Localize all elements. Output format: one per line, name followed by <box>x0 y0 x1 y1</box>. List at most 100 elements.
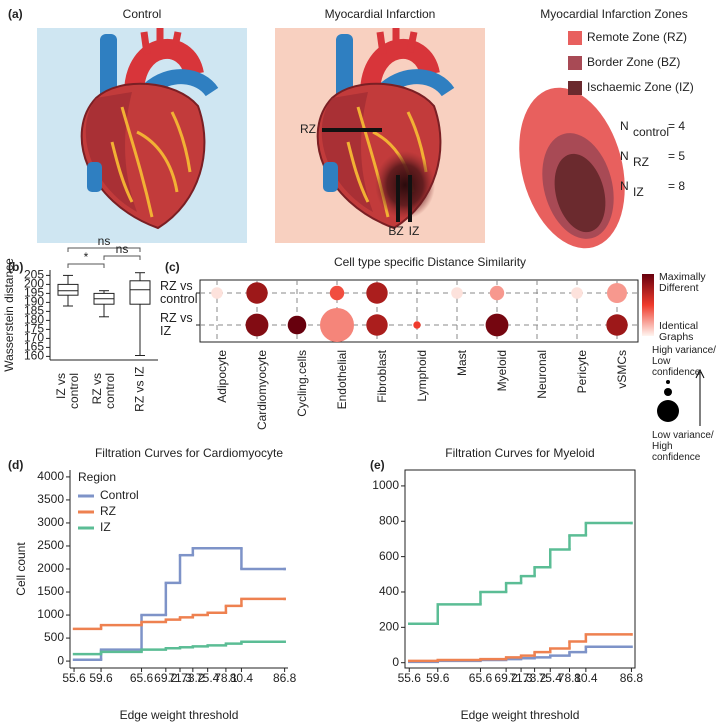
panel-label: (a) <box>8 7 23 21</box>
x-tick-label: Mast <box>455 349 469 376</box>
x-axis-label: Edge weight threshold <box>120 708 239 722</box>
x-tick-label: Endothelial <box>335 350 349 409</box>
panel-label: (c) <box>165 260 180 274</box>
y-axis-label: Wasserstein distance <box>2 258 16 372</box>
ischaemic-zone <box>554 153 606 233</box>
bubble <box>287 315 307 335</box>
x-tick-label: 65.6 <box>469 671 493 685</box>
x-tick-label: 69.2 <box>154 671 178 685</box>
x-tick-label: RZ vs control <box>90 373 117 410</box>
significance-label: ns <box>116 242 129 256</box>
x-tick-label: 78.1 <box>214 671 238 685</box>
x-tick-label: Cycling.cells <box>295 350 309 417</box>
panel-label: (b) <box>8 260 23 274</box>
size-legend-dot <box>664 388 672 396</box>
significance-label: * <box>84 250 89 264</box>
zone-swatch <box>568 31 582 45</box>
x-tick-label: 86.8 <box>620 671 644 685</box>
x-tick-label: Adipocyte <box>215 350 229 403</box>
zone-name: Border Zone (BZ) <box>587 55 680 69</box>
count-subscript: RZ <box>633 155 649 169</box>
zone-name: Ischaemic Zone (IZ) <box>587 80 694 94</box>
x-tick-label: 78.1 <box>558 671 582 685</box>
x-tick-label: Fibroblast <box>375 349 389 402</box>
y-tick-label: 160 <box>24 349 44 363</box>
row-label: RZ vs IZ <box>160 311 193 338</box>
chart-title: Filtration Curves for Cardiomyocyte <box>95 446 283 460</box>
x-tick-label: Lymphoid <box>415 350 429 402</box>
x-tick-label: Cardiomyocyte <box>255 350 269 430</box>
y-tick-label: 0 <box>392 655 399 669</box>
y-tick-label: 0 <box>57 653 64 667</box>
zone-name: Remote Zone (RZ) <box>587 30 687 44</box>
size-legend-high: High variance/ Low confidence <box>652 345 716 378</box>
x-tick-label: 59.6 <box>426 671 450 685</box>
x-tick-label: 59.6 <box>89 671 113 685</box>
row-label: RZ vs control <box>160 279 198 306</box>
y-tick-label: 205 <box>24 268 44 282</box>
size-legend-dot <box>657 400 679 422</box>
bubble <box>366 282 388 304</box>
y-tick-label: 2500 <box>37 538 64 552</box>
count-symbol: N <box>620 149 629 163</box>
plot-frame <box>404 469 636 669</box>
count-symbol: N <box>620 179 629 193</box>
bubble <box>211 287 223 299</box>
legend-label: RZ <box>100 504 116 518</box>
mi-title: Myocardial Infarction <box>325 7 436 21</box>
bubble <box>329 285 345 301</box>
y-tick-label: 3500 <box>37 492 64 506</box>
bz-label: BZ <box>388 224 403 238</box>
count-value: = 4 <box>668 119 685 133</box>
y-tick-label: 2000 <box>37 561 64 575</box>
color-legend-low: Identical Graphs <box>659 320 699 343</box>
count-symbol: N <box>620 119 629 133</box>
zone-swatch <box>568 56 582 70</box>
bubble <box>413 321 421 329</box>
x-tick-label: 69.2 <box>494 671 518 685</box>
legend-title: Region <box>78 470 116 484</box>
size-legend-dot <box>666 380 670 384</box>
box <box>129 280 151 305</box>
x-tick-label: Myeloid <box>495 350 509 391</box>
size-legend-low: Low variance/ High confidence <box>652 430 714 463</box>
size-legend-arrow <box>695 368 705 426</box>
count-subscript: control <box>633 125 669 139</box>
bubble <box>485 313 509 337</box>
y-tick-label: 190 <box>24 295 44 309</box>
x-tick-label: 80.4 <box>574 671 598 685</box>
rz-label: RZ <box>300 122 316 136</box>
y-tick-label: 200 <box>24 277 44 291</box>
bubble <box>607 283 627 303</box>
panel-label: (d) <box>8 458 23 472</box>
colorbar <box>642 274 654 336</box>
count-value: = 8 <box>668 179 685 193</box>
y-tick-label: 4000 <box>37 469 64 483</box>
panel-label: (e) <box>370 458 385 472</box>
iz-label: IZ <box>409 224 420 238</box>
x-tick-label: Neuronal <box>535 350 549 399</box>
plot-frame <box>199 279 639 343</box>
zone-swatch <box>568 81 582 95</box>
control-title: Control <box>123 7 162 21</box>
x-tick-label: IZ vs control <box>54 373 81 410</box>
bubble <box>245 313 269 337</box>
y-tick-label: 400 <box>379 584 399 598</box>
chart-title: Filtration Curves for Myeloid <box>445 446 594 460</box>
y-tick-label: 195 <box>24 286 44 300</box>
y-tick-label: 500 <box>44 630 64 644</box>
y-tick-label: 170 <box>24 331 44 345</box>
x-axis-label: Edge weight threshold <box>461 708 580 722</box>
bubble <box>451 287 463 299</box>
y-tick-label: 3000 <box>37 515 64 529</box>
x-tick-label: 73.2 <box>181 671 205 685</box>
bubble <box>606 314 628 336</box>
count-subscript: IZ <box>633 185 644 199</box>
x-tick-label: 86.8 <box>273 671 297 685</box>
x-tick-label: 55.6 <box>62 671 86 685</box>
x-tick-label: 75.4 <box>196 671 220 685</box>
zones-title: Myocardial Infarction Zones <box>540 7 687 21</box>
significance-bracket <box>67 247 141 252</box>
